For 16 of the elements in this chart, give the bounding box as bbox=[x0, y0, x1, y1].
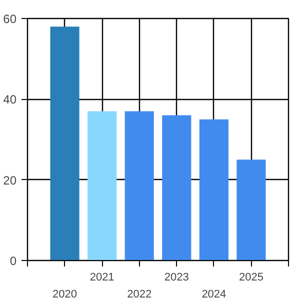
x-tick-label: 2021 bbox=[90, 272, 114, 284]
bar bbox=[88, 111, 117, 260]
bar bbox=[124, 111, 154, 260]
y-tick-label: 60 bbox=[3, 12, 17, 26]
bar bbox=[162, 115, 192, 260]
bar bbox=[236, 160, 266, 260]
x-tick-label: 2022 bbox=[127, 288, 152, 300]
y-tick-label: 0 bbox=[10, 254, 17, 268]
x-tick-label: 2020 bbox=[52, 288, 78, 300]
bar bbox=[50, 26, 80, 260]
y-tick-label: 40 bbox=[3, 92, 17, 107]
x-tick-label: 2023 bbox=[164, 272, 189, 284]
x-tick-label: 2025 bbox=[238, 272, 264, 284]
bar bbox=[199, 119, 228, 260]
x-tick-label: 2024 bbox=[202, 288, 226, 300]
y-tick-label: 20 bbox=[3, 173, 17, 188]
